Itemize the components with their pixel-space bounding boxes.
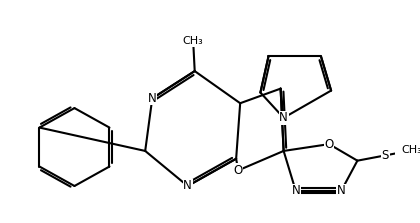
Text: O: O	[325, 138, 334, 151]
Text: O: O	[234, 164, 243, 177]
Text: S: S	[382, 149, 389, 162]
Text: N: N	[291, 184, 300, 197]
Text: CH₃: CH₃	[183, 36, 204, 46]
Text: N: N	[279, 111, 288, 124]
Text: N: N	[148, 92, 157, 105]
Text: CH₃: CH₃	[402, 145, 420, 155]
Text: N: N	[183, 180, 192, 192]
Text: N: N	[337, 184, 346, 197]
